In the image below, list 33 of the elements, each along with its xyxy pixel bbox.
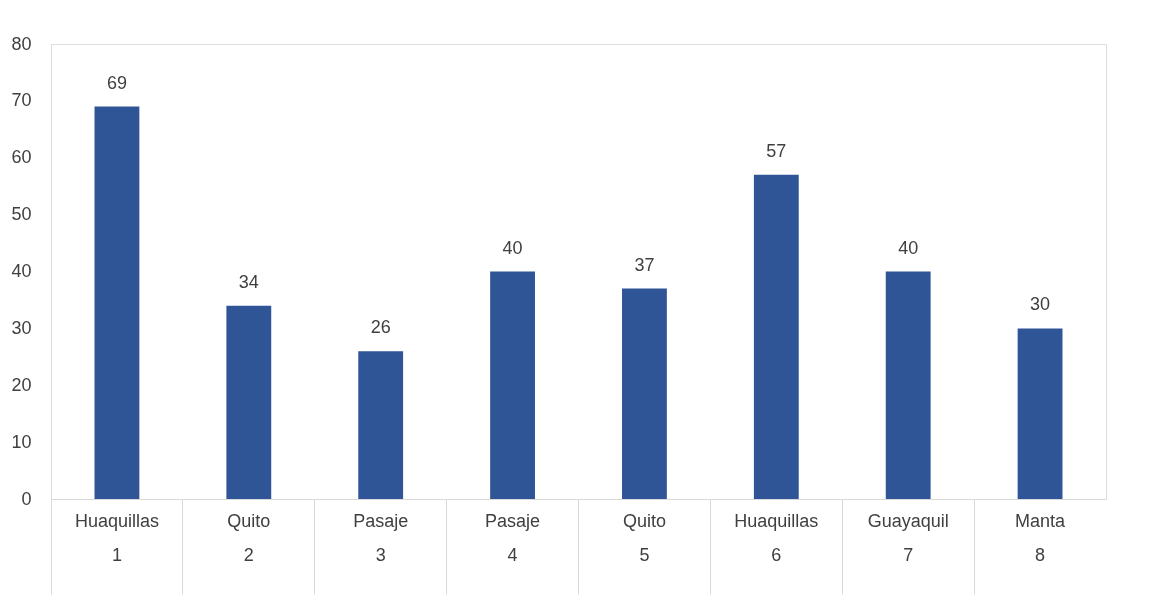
data-label: 57 (766, 140, 787, 161)
y-tick-label: 0 (21, 488, 32, 509)
bar (1017, 328, 1063, 499)
y-tick-label: 70 (11, 90, 32, 111)
data-label: 30 (1030, 294, 1051, 315)
bar (226, 305, 272, 499)
data-label: 69 (106, 72, 127, 93)
bar (490, 271, 535, 499)
x-tick-label: Manta 8 (1015, 510, 1067, 565)
bar (94, 106, 140, 499)
data-label: 40 (502, 237, 523, 258)
y-tick-label: 10 (11, 431, 32, 452)
x-tick-label: Pasaje 4 (485, 510, 541, 565)
x-tick-label: Quito 5 (622, 510, 666, 565)
y-tick-label: 50 (11, 204, 32, 225)
y-tick-label: 30 (11, 317, 32, 338)
x-tick-label: Huaquillas 6 (734, 510, 819, 565)
y-tick-label: 20 (11, 374, 32, 395)
x-tick-label: Guayaquil 7 (867, 510, 949, 565)
data-label: 40 (898, 237, 919, 258)
bar (358, 351, 404, 499)
y-tick-label: 40 (11, 261, 32, 281)
data-label: 37 (634, 254, 655, 275)
y-tick-label: 80 (11, 33, 32, 54)
bar (622, 288, 667, 499)
bar (885, 271, 931, 499)
x-tick-label: Huaquillas 1 (74, 510, 159, 565)
x-tick-label: Pasaje 3 (353, 510, 409, 565)
x-tick-label: Quito 2 (227, 510, 271, 565)
bar (753, 174, 799, 499)
data-label: 26 (370, 317, 391, 338)
data-label: 34 (238, 271, 259, 292)
y-tick-label: 60 (11, 147, 32, 168)
